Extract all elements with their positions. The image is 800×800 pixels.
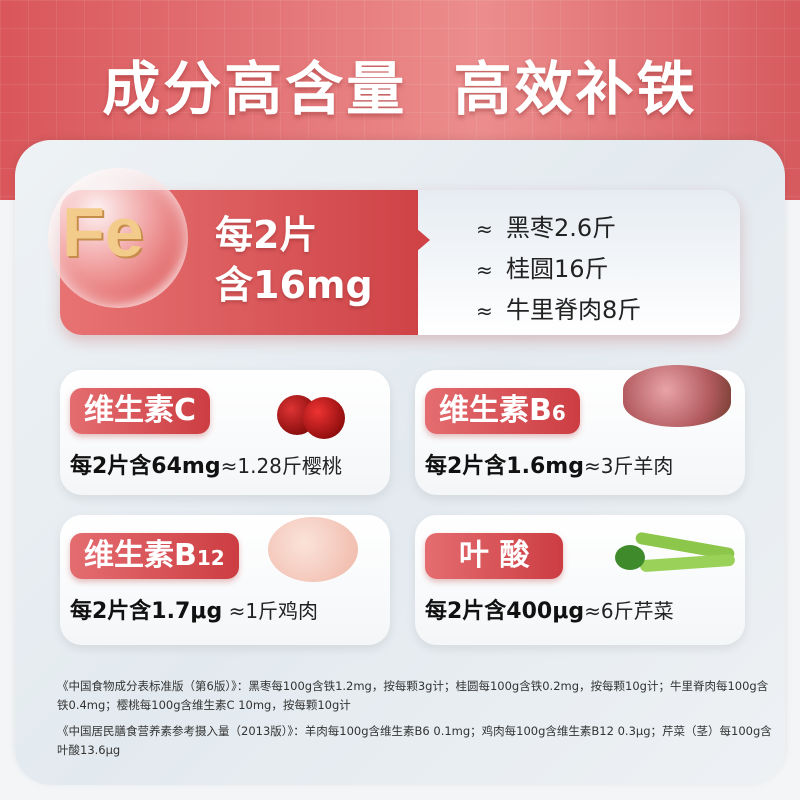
footnote: 《中国食物成分表标准版（第6版）》：黑枣每100g含铁1.2mg，按每颗3g计；… (57, 679, 769, 712)
card-vitamin-c: 维生素C 每2片含64mg≈1.28斤樱桃 (60, 370, 390, 495)
iron-symbol: Fe (62, 193, 144, 271)
arrow-icon (416, 228, 430, 252)
nutrient-label: 维生素B12 (70, 533, 239, 579)
equivalent-item: ≈ 牛里脊肉8斤 (476, 296, 642, 324)
card-vitamin-b12: 维生素B12 每2片含1.7μg ≈1斤鸡肉 (60, 515, 390, 645)
iron-amount: 每2片 含16mg (215, 213, 373, 307)
cherry-image (275, 375, 345, 439)
nutrient-label: 维生素B6 (425, 388, 580, 434)
headline: 成分高含量 高效补铁 (102, 55, 698, 123)
nutrient-label: 叶 酸 (425, 533, 564, 579)
equivalent-item: ≈ 黑枣2.6斤 (476, 214, 617, 242)
chicken-image (268, 517, 358, 582)
celery-image (615, 531, 736, 575)
iron-equivalents: ≈ 黑枣2.6斤 ≈ 桂圆16斤 ≈ 牛里脊肉8斤 (418, 190, 740, 335)
card-vitamin-b6: 维生素B6 每2片含1.6mg≈3斤羊肉 (415, 365, 745, 495)
bubble-icon (48, 168, 188, 308)
nutrient-label: 维生素C (70, 388, 211, 434)
lamb-image (623, 365, 731, 427)
footnotes: 《中国食物成分表标准版（第6版）》：黑枣每100g含铁1.2mg，按每颗3g计；… (57, 677, 777, 767)
equivalent-item: ≈ 桂圆16斤 (476, 255, 609, 283)
card-folic-acid: 叶 酸 每2片含400μg≈6斤芹菜 (415, 515, 745, 645)
footnote: 《中国居民膳食营养素参考摄入量（2013版）》：羊肉每100g含维生素B6 0.… (57, 724, 772, 757)
